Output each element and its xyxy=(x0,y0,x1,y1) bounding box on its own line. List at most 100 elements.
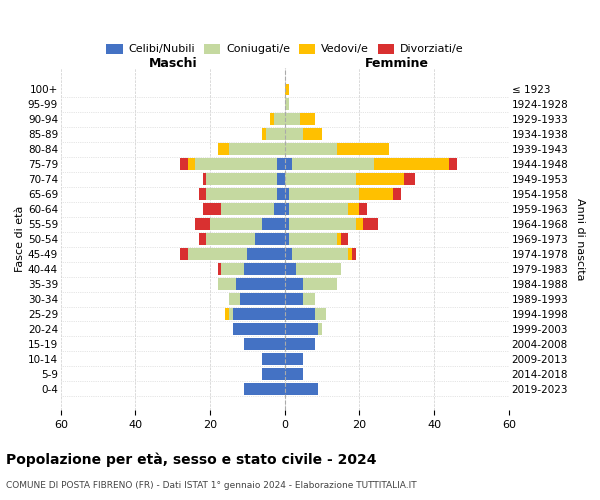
Bar xyxy=(206,234,285,245)
Bar xyxy=(285,338,314,350)
Bar xyxy=(203,174,285,185)
Bar xyxy=(225,308,285,320)
Bar xyxy=(285,263,296,275)
Bar xyxy=(285,248,292,260)
Bar xyxy=(195,218,285,230)
Bar xyxy=(240,293,285,305)
Bar xyxy=(262,368,285,380)
Bar xyxy=(285,323,322,335)
Bar xyxy=(229,293,285,305)
Bar xyxy=(244,338,285,350)
Bar xyxy=(285,234,348,245)
Bar xyxy=(285,368,304,380)
Bar xyxy=(233,308,285,320)
Bar xyxy=(229,293,285,305)
Bar xyxy=(206,188,285,200)
Bar xyxy=(285,323,322,335)
Bar xyxy=(285,158,292,170)
Bar xyxy=(262,128,285,140)
Bar xyxy=(285,218,378,230)
Bar xyxy=(270,114,285,125)
Bar xyxy=(262,353,285,365)
Bar xyxy=(285,84,289,95)
Bar xyxy=(285,174,404,185)
Bar xyxy=(244,383,285,394)
Bar xyxy=(218,144,285,155)
Bar xyxy=(285,308,326,320)
Bar xyxy=(233,323,285,335)
Bar xyxy=(285,158,374,170)
Bar xyxy=(206,174,285,185)
Bar xyxy=(262,368,285,380)
Bar xyxy=(233,323,285,335)
Bar xyxy=(285,263,341,275)
Bar xyxy=(285,308,326,320)
Bar xyxy=(285,383,319,394)
Bar xyxy=(285,84,289,95)
Bar xyxy=(221,204,285,215)
Bar xyxy=(262,368,285,380)
Bar xyxy=(285,218,289,230)
Bar xyxy=(285,144,389,155)
Bar xyxy=(285,204,359,215)
Bar xyxy=(285,278,337,290)
Bar xyxy=(285,218,356,230)
Bar xyxy=(285,278,337,290)
Bar xyxy=(277,174,285,185)
Legend: Celibi/Nubili, Coniugati/e, Vedovi/e, Divorziati/e: Celibi/Nubili, Coniugati/e, Vedovi/e, Di… xyxy=(101,40,468,59)
Bar xyxy=(285,248,356,260)
Bar xyxy=(262,368,285,380)
Bar xyxy=(218,144,285,155)
Bar xyxy=(285,114,314,125)
Bar xyxy=(285,248,348,260)
Bar xyxy=(285,368,304,380)
Bar xyxy=(285,353,304,365)
Bar xyxy=(218,278,285,290)
Bar xyxy=(274,114,285,125)
Bar xyxy=(285,323,322,335)
Bar xyxy=(285,188,401,200)
Bar xyxy=(285,293,314,305)
Bar xyxy=(285,234,289,245)
Bar xyxy=(188,158,285,170)
Bar xyxy=(285,98,289,110)
Bar xyxy=(244,338,285,350)
Bar xyxy=(266,128,285,140)
Bar xyxy=(180,158,285,170)
Bar xyxy=(285,278,304,290)
Bar xyxy=(285,383,319,394)
Bar xyxy=(203,204,285,215)
Bar xyxy=(285,383,319,394)
Text: COMUNE DI POSTA FIBRENO (FR) - Dati ISTAT 1° gennaio 2024 - Elaborazione TUTTITA: COMUNE DI POSTA FIBRENO (FR) - Dati ISTA… xyxy=(6,481,416,490)
Bar xyxy=(270,114,285,125)
Bar xyxy=(285,293,304,305)
Bar xyxy=(285,338,314,350)
Y-axis label: Fasce di età: Fasce di età xyxy=(15,206,25,272)
Bar xyxy=(285,128,322,140)
Bar xyxy=(285,383,319,394)
Bar xyxy=(199,188,285,200)
Bar xyxy=(285,128,304,140)
Bar xyxy=(210,218,285,230)
Y-axis label: Anni di nascita: Anni di nascita xyxy=(575,198,585,280)
Bar xyxy=(285,308,314,320)
Bar xyxy=(285,144,337,155)
Bar xyxy=(206,188,285,200)
Bar xyxy=(285,368,304,380)
Bar xyxy=(188,248,285,260)
Bar xyxy=(206,174,285,185)
Bar xyxy=(285,144,389,155)
Bar xyxy=(236,278,285,290)
Bar xyxy=(285,263,341,275)
Bar xyxy=(285,204,348,215)
Bar xyxy=(225,308,285,320)
Bar xyxy=(229,293,285,305)
Bar xyxy=(199,234,285,245)
Bar xyxy=(285,368,304,380)
Bar xyxy=(285,204,367,215)
Bar xyxy=(285,98,289,110)
Bar xyxy=(233,323,285,335)
Bar xyxy=(285,128,322,140)
Bar xyxy=(285,204,289,215)
Bar xyxy=(285,188,289,200)
